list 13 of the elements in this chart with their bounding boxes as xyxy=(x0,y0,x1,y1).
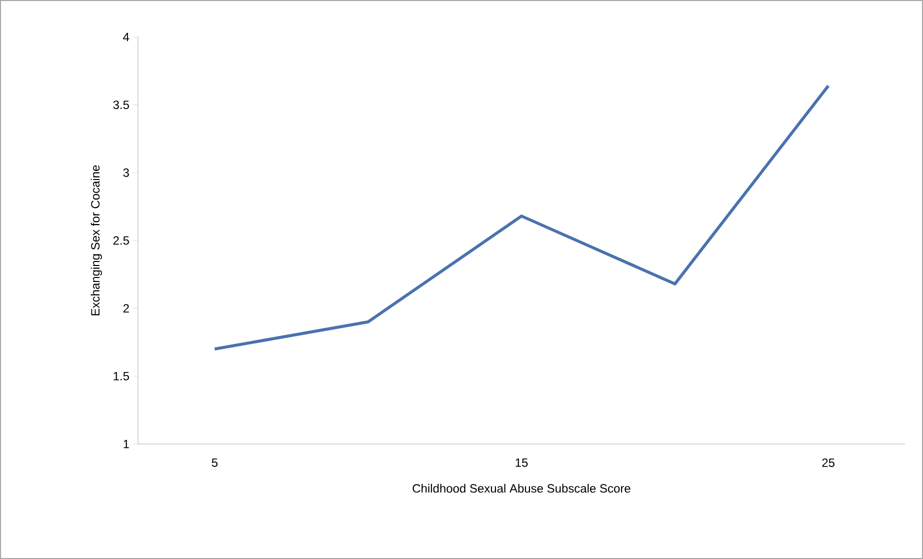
x-tick-label: 5 xyxy=(212,458,218,467)
x-tick-label: 15 xyxy=(516,458,528,467)
y-axis-title: Exchanging Sex for Cocaine xyxy=(90,165,102,316)
x-tick-label: 25 xyxy=(822,458,834,468)
y-tick-label: 3.5 xyxy=(113,100,129,110)
y-tick-label: 4 xyxy=(123,32,130,42)
line-series xyxy=(213,84,830,351)
y-tick-label: 2.5 xyxy=(113,236,129,245)
y-tick-label: 1 xyxy=(124,440,129,448)
y-tick-label: 2 xyxy=(123,304,129,313)
x-axis-title: Childhood Sexual Abuse Subscale Score xyxy=(412,484,630,493)
y-tick-label: 3 xyxy=(123,168,129,177)
y-tick-label: 1.5 xyxy=(114,372,129,380)
